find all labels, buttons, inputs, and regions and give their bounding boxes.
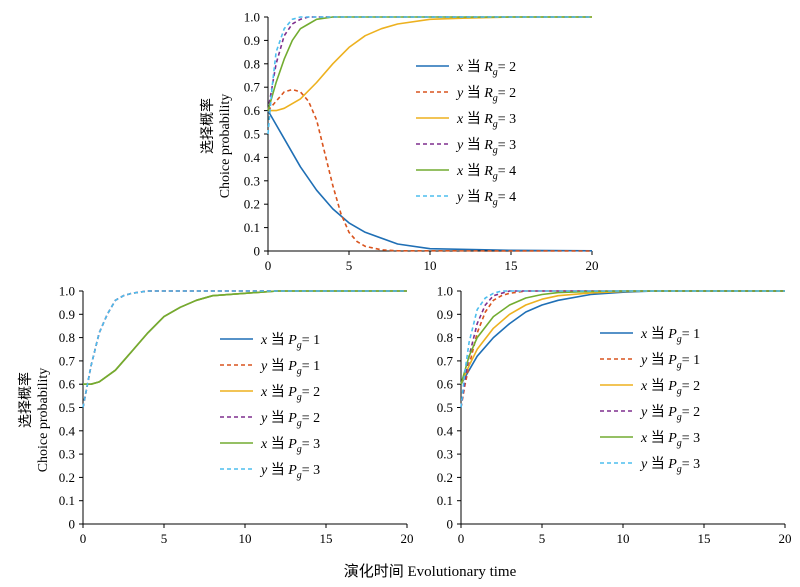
y-tick-label: 0.4: [437, 423, 454, 438]
chart-panel-top: 0 0.1 0.2 0.3 0.4 0.5 0.6 0.7 0.8 0.9 1.0 0 5 10 15 20 选…: [199, 10, 599, 274]
y-tick-label: 0.6: [244, 103, 261, 118]
y-tick-label: 0.7: [59, 353, 76, 368]
x-tick-label: 10: [424, 258, 437, 273]
legend-entry: x 当 Pg= 2: [260, 384, 320, 403]
series-line-y-Pg-2: [82, 290, 407, 408]
y-tick-label: 0.9: [59, 307, 75, 322]
legend-entry: x 当 Pg= 1: [260, 332, 320, 351]
series-line-x-Rg-4: [267, 16, 592, 111]
x-tick-label: 0: [458, 531, 465, 546]
series-line-y-Rg-3: [267, 16, 592, 111]
y-tick-label: 0.1: [437, 493, 453, 508]
y-tick-label: 0.3: [437, 447, 453, 462]
x-tick-label: 20: [401, 531, 414, 546]
y-axis-label-cn: 选择概率: [199, 98, 216, 154]
series-line-y-Pg-3: [460, 290, 785, 408]
y-axis-label-en: Choice probability: [36, 368, 51, 473]
legend-entry: x 当 Rg= 3: [456, 111, 516, 130]
x-tick-label: 15: [505, 258, 518, 273]
y-tick-label: 0: [69, 517, 76, 532]
x-tick-label: 5: [346, 258, 353, 273]
x-tick-label: 15: [698, 531, 711, 546]
y-tick-label: 0.7: [244, 80, 261, 95]
x-tick-label: 10: [617, 531, 630, 546]
legend-entry: y 当 Rg= 4: [455, 189, 516, 208]
x-tick-label: 0: [80, 531, 87, 546]
x-tick-label: 5: [539, 531, 546, 546]
x-tick-label: 5: [161, 531, 168, 546]
x-tick-label: 15: [320, 531, 333, 546]
legend-entry: y 当 Pg= 3: [639, 456, 700, 475]
series-line-x-Pg-2: [83, 290, 407, 385]
y-tick-label: 0.2: [244, 197, 260, 212]
y-tick-label: 0.2: [437, 470, 453, 485]
y-tick-label: 0.1: [59, 493, 75, 508]
y-tick-label: 0.8: [244, 56, 260, 71]
y-tick-label: 0.9: [437, 307, 453, 322]
series-line-x-Pg-3: [460, 290, 785, 385]
legend-entry: x 当 Pg= 3: [640, 430, 700, 449]
y-tick-label: 0.7: [437, 353, 454, 368]
chart-panel-bottom-right: 0 0.1 0.2 0.3 0.4 0.5 0.6 0.7 0.8 0.9 1.0 0 5 10 15 20 x…: [437, 284, 792, 547]
y-tick-label: 0.8: [59, 330, 75, 345]
legend: x 当 Pg= 1 y 当 Pg= 1 x 当 Pg= 2 y 当 Pg= 2 x 当 …: [220, 332, 320, 481]
legend-entry: x 当 Pg= 3: [260, 436, 320, 455]
y-tick-label: 0.8: [437, 330, 453, 345]
y-tick-label: 0.1: [244, 220, 260, 235]
y-tick-label: 0.3: [244, 173, 260, 188]
x-tick-label: 10: [239, 531, 252, 546]
legend-entry: x 当 Pg= 2: [640, 378, 700, 397]
y-tick-label: 0.5: [244, 127, 260, 142]
legend-entry: y 当 Pg= 2: [639, 404, 700, 423]
y-tick-label: 0.6: [437, 377, 454, 392]
legend-entry: x 当 Rg= 2: [456, 59, 516, 78]
y-tick-label: 1.0: [244, 10, 260, 25]
series-line-y-Rg-2: [267, 88, 593, 252]
y-tick-label: 0.2: [59, 470, 75, 485]
legend-entry: x 当 Rg= 4: [456, 163, 516, 182]
y-tick-label: 0: [254, 244, 261, 259]
legend-entry: y 当 Pg= 2: [259, 410, 320, 429]
series-line-x-Rg-3: [268, 16, 592, 112]
y-tick-label: 1.0: [437, 284, 453, 299]
legend-entry: y 当 Pg= 1: [639, 352, 700, 371]
x-axis-label: 演化时间 Evolutionary time: [344, 563, 517, 580]
series-line-y-Pg-1: [82, 290, 407, 408]
y-axis-label-cn: 选择概率: [17, 372, 34, 428]
legend: x 当 Rg= 2 y 当 Rg= 2 x 当 Rg= 3 y 当 Rg= 3 x 当 …: [416, 59, 516, 208]
y-tick-label: 0.9: [244, 33, 260, 48]
y-tick-label: 0.5: [59, 400, 75, 415]
series-line-x-Rg-2: [267, 110, 593, 252]
x-tick-label: 0: [265, 258, 272, 273]
legend-entry: y 当 Rg= 3: [455, 137, 516, 156]
series-line-y-Pg-1: [460, 290, 785, 408]
chart-panel-bottom-left: 0 0.1 0.2 0.3 0.4 0.5 0.6 0.7 0.8 0.9 1.0 0 5 10 15 20 选…: [17, 284, 414, 547]
series-line-y-Pg-3: [82, 290, 407, 408]
y-tick-label: 0.3: [59, 447, 75, 462]
y-tick-label: 1.0: [59, 284, 75, 299]
legend-entry: y 当 Pg= 1: [259, 358, 320, 377]
x-tick-label: 20: [586, 258, 599, 273]
y-tick-label: 0: [447, 517, 454, 532]
legend-entry: y 当 Rg= 2: [455, 85, 516, 104]
y-tick-label: 0.4: [244, 150, 261, 165]
series-line-y-Pg-2: [460, 290, 785, 408]
legend-entry: y 当 Pg= 3: [259, 462, 320, 481]
legend: x 当 Pg= 1 y 当 Pg= 1 x 当 Pg= 2 y 当 Pg= 2 x 当 …: [600, 326, 700, 475]
x-tick-label: 20: [779, 531, 792, 546]
y-tick-label: 0.6: [59, 377, 76, 392]
series-line-x-Pg-3: [83, 290, 407, 385]
y-tick-label: 0.4: [59, 423, 76, 438]
y-axis-label-en: Choice probability: [218, 94, 233, 199]
series-line-x-Pg-1: [83, 290, 407, 385]
series-line-y-Rg-4: [267, 16, 592, 135]
y-tick-label: 0.5: [437, 400, 453, 415]
legend-entry: x 当 Pg= 1: [640, 326, 700, 345]
